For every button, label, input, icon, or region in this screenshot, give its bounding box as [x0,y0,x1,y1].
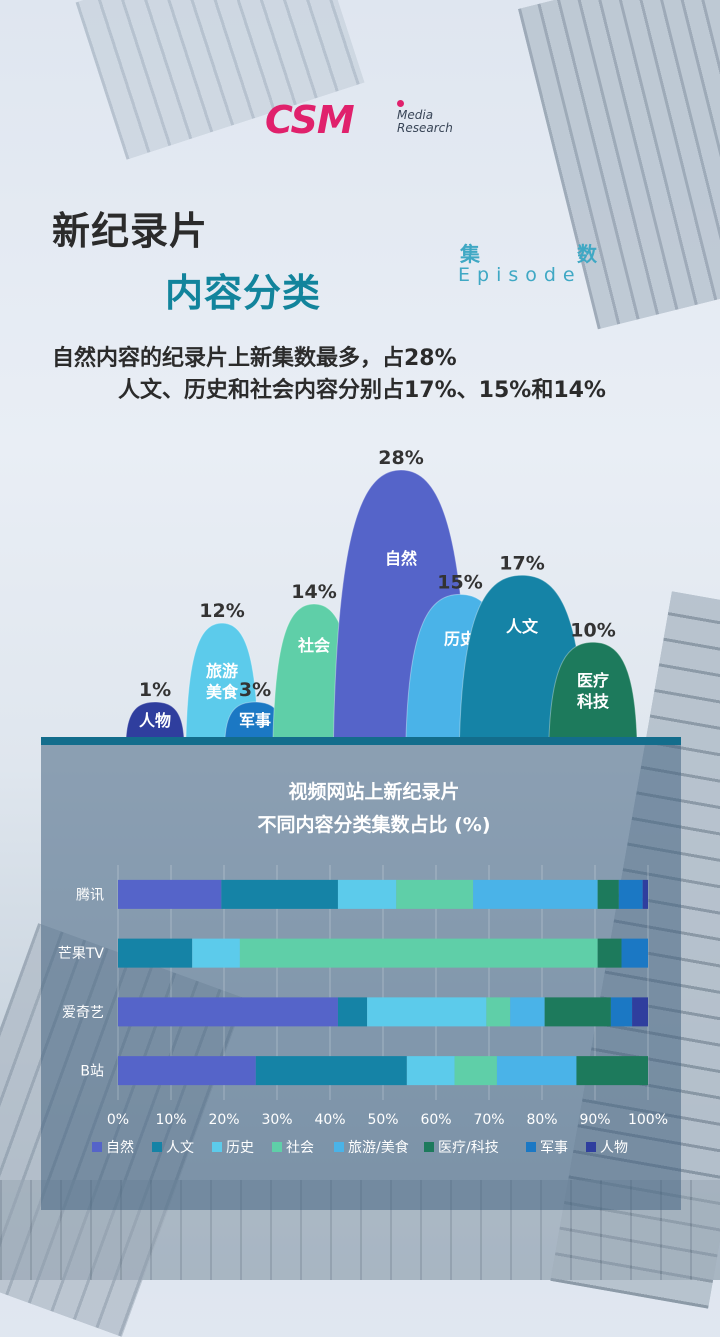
x-tick-label: 100% [628,1112,668,1128]
x-tick-label: 70% [473,1112,504,1128]
bar-segment [337,997,368,1027]
bar-segment [510,997,545,1027]
chart-panel [41,737,681,1210]
peak-pct-label: 17% [499,552,544,574]
bar-segment [473,879,598,909]
peak-category-label: 科技 [577,692,610,711]
peak-pct-label: 1% [139,679,171,701]
legend-swatch [152,1142,162,1152]
legend-label: 历史 [226,1140,254,1156]
bar-segment [576,1056,648,1086]
registered-mark-icon [397,100,404,107]
legend-label: 旅游/美食 [348,1139,409,1156]
bar-segment [118,997,338,1027]
bar-segment [118,879,222,909]
bar-segment [632,997,648,1027]
bar-segment [118,1056,256,1086]
bar-segment [367,997,487,1027]
legend-swatch [586,1142,596,1152]
bar-segment [454,1056,497,1086]
legend-swatch [526,1142,536,1152]
legend-label: 自然 [106,1139,134,1156]
bar-segment [642,879,648,909]
x-tick-label: 30% [261,1112,292,1128]
bar-segment [621,938,648,968]
y-category-label: 芒果TV [58,946,105,962]
peak-pct-label: 10% [570,619,615,641]
legend-label: 社会 [286,1140,314,1156]
bar-segment [496,1056,577,1086]
bar-segment [597,879,619,909]
page-title-line2: 内容分类 [165,271,322,315]
legend-swatch [92,1142,102,1152]
bar-segment [597,938,622,968]
unit-label-cn: 集 数 [460,242,597,266]
peak-7 [548,641,638,739]
logo-subtext: Media Research [397,108,453,135]
legend-swatch [212,1142,222,1152]
peak-category-label: 人文 [506,617,539,636]
bar-segment [118,938,193,968]
bar-segment [255,1056,407,1086]
csm-logo: CSM Media Research [265,98,453,142]
peak-pct-label: 15% [437,571,482,593]
chart-title: 视频网站上新纪录片 [288,780,459,803]
legend-label: 军事 [540,1140,568,1156]
y-category-label: 爱奇艺 [62,1004,104,1021]
peak-0 [125,701,185,739]
peak-pct-label: 3% [239,679,271,701]
peak-category-label: 人物 [139,711,171,730]
logo-brand: CSM [265,98,355,142]
x-tick-label: 20% [208,1112,239,1128]
legend-swatch [334,1142,344,1152]
peak-category-label: 自然 [385,549,417,568]
y-category-label: B站 [80,1064,104,1080]
subtitle-line1: 自然内容的纪录片上新集数最多，占28% [52,346,457,371]
x-tick-label: 0% [107,1112,129,1128]
x-tick-label: 10% [155,1112,186,1128]
bar-segment [337,879,397,909]
legend-swatch [272,1142,282,1152]
peak-category-label: 医疗 [577,671,609,690]
legend-swatch [424,1142,434,1152]
x-tick-label: 90% [579,1112,610,1128]
chart-title: 不同内容分类集数占比 (%) [257,813,490,836]
subtitle-line2: 人文、历史和社会内容分别占17%、15%和14% [118,378,606,403]
peak-category-label: 旅游 [206,662,238,681]
page-title-line1: 新纪录片 [52,209,209,253]
unit-label-en: Episode [458,264,582,286]
bar-segment [239,938,598,968]
bar-segment [221,879,338,909]
legend-label: 人文 [166,1140,194,1156]
peak-category-label: 美食 [206,683,239,702]
y-category-label: 腾讯 [76,886,104,903]
bar-segment [610,997,633,1027]
x-tick-label: 40% [314,1112,345,1128]
peak-category-label: 社会 [297,636,330,655]
x-tick-label: 60% [420,1112,451,1128]
bar-segment [406,1056,455,1086]
legend-label: 人物 [600,1140,628,1156]
peak-pct-label: 12% [199,600,244,622]
bar-segment [486,997,511,1027]
x-tick-label: 50% [367,1112,398,1128]
peak-pct-label: 28% [378,447,423,469]
bar-segment [544,997,611,1027]
peak-category-label: 军事 [239,711,271,730]
x-tick-label: 80% [526,1112,557,1128]
bar-segment [396,879,474,909]
peak-pct-label: 14% [291,581,336,603]
legend-label: 医疗/科技 [438,1140,499,1156]
bar-segment [192,938,240,968]
bar-segment [618,879,643,909]
